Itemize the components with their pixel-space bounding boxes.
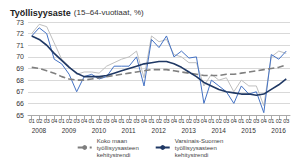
svg-text:02: 02 — [216, 118, 222, 124]
svg-text:03: 03 — [283, 118, 289, 124]
svg-text:2008: 2008 — [32, 127, 47, 134]
svg-text:03: 03 — [104, 118, 110, 124]
svg-text:72: 72 — [16, 30, 24, 37]
svg-text:04: 04 — [171, 118, 177, 124]
svg-text:02: 02 — [36, 118, 42, 124]
svg-text:(15–64-vuotiaat, %): (15–64-vuotiaat, %) — [74, 8, 144, 17]
svg-text:02: 02 — [66, 118, 72, 124]
svg-text:70: 70 — [16, 53, 24, 60]
svg-text:2016: 2016 — [271, 127, 286, 134]
svg-text:02: 02 — [126, 118, 132, 124]
svg-text:Koko maan: Koko maan — [97, 138, 127, 144]
svg-text:04: 04 — [261, 118, 267, 124]
svg-text:2011: 2011 — [122, 127, 136, 134]
svg-text:01: 01 — [238, 118, 244, 124]
svg-text:04: 04 — [81, 118, 87, 124]
svg-text:03: 03 — [133, 118, 139, 124]
svg-text:04: 04 — [51, 118, 57, 124]
svg-text:Työllisyysaste: Työllisyysaste — [10, 8, 71, 18]
svg-text:01: 01 — [268, 118, 274, 124]
svg-text:01: 01 — [59, 118, 65, 124]
svg-text:04: 04 — [231, 118, 237, 124]
svg-text:03: 03 — [74, 118, 80, 124]
svg-text:työllisyysasteen: työllisyysasteen — [97, 145, 139, 151]
svg-text:Varsinais-Suomen: Varsinais-Suomen — [175, 138, 224, 144]
svg-text:69: 69 — [16, 65, 24, 72]
svg-text:2009: 2009 — [62, 127, 77, 134]
svg-text:71: 71 — [16, 42, 24, 49]
svg-text:01: 01 — [119, 118, 125, 124]
svg-text:04: 04 — [201, 118, 207, 124]
svg-text:02: 02 — [186, 118, 192, 124]
svg-text:03: 03 — [253, 118, 259, 124]
svg-text:03: 03 — [44, 118, 50, 124]
svg-text:2014: 2014 — [211, 127, 226, 134]
svg-text:04: 04 — [141, 118, 147, 124]
svg-text:kehitystrendi: kehitystrendi — [175, 152, 209, 158]
svg-text:65: 65 — [16, 112, 24, 119]
svg-text:03: 03 — [163, 118, 169, 124]
svg-text:01: 01 — [178, 118, 184, 124]
svg-text:01: 01 — [148, 118, 154, 124]
svg-text:2010: 2010 — [92, 127, 107, 134]
svg-text:68: 68 — [16, 77, 24, 84]
svg-text:03: 03 — [223, 118, 229, 124]
svg-text:2013: 2013 — [181, 127, 196, 134]
svg-text:73: 73 — [16, 19, 24, 26]
svg-text:2015: 2015 — [241, 127, 256, 134]
svg-text:02: 02 — [156, 118, 162, 124]
svg-text:02: 02 — [246, 118, 252, 124]
svg-text:kehitystrendi: kehitystrendi — [97, 152, 131, 158]
svg-text:67: 67 — [16, 88, 24, 95]
svg-text:01: 01 — [29, 118, 35, 124]
svg-text:02: 02 — [276, 118, 282, 124]
svg-text:66: 66 — [16, 100, 24, 107]
svg-text:työllisyysasteen: työllisyysasteen — [175, 145, 217, 151]
svg-text:03: 03 — [193, 118, 199, 124]
svg-text:04: 04 — [111, 118, 117, 124]
svg-text:01: 01 — [208, 118, 214, 124]
svg-text:02: 02 — [96, 118, 102, 124]
svg-text:2012: 2012 — [152, 127, 167, 134]
svg-text:01: 01 — [89, 118, 95, 124]
